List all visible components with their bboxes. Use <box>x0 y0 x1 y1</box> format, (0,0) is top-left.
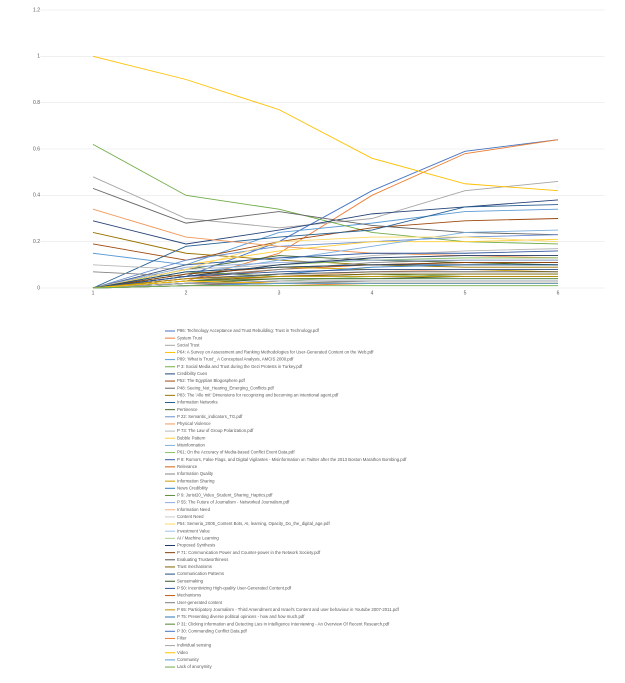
y-tick-label: 0.8 <box>33 100 40 106</box>
series-line <box>92 250 559 289</box>
legend-label: User-generated content <box>177 600 223 605</box>
x-tick-label: 5 <box>464 290 467 296</box>
legend-label: Credibility Cues <box>177 371 207 376</box>
legend-label: News Credibility <box>177 485 209 490</box>
legend-label: Lack of anonymity <box>177 664 212 669</box>
legend-label: P64: A Survey on Assessment and Ranking … <box>177 350 374 355</box>
series-line <box>92 208 559 266</box>
x-tick-label: 3 <box>278 290 281 296</box>
legend-label: Mechanisms <box>177 593 201 598</box>
legend-label: Information Need <box>177 507 211 512</box>
legend-label: P 65: Participatory Journalism - Third A… <box>177 607 400 612</box>
x-tick-label: 2 <box>185 290 188 296</box>
legend-label: Proposed Synthesis <box>177 543 215 548</box>
series-line <box>92 275 558 289</box>
legend-label: Trust mechanisms <box>177 564 212 569</box>
series-line <box>92 55 559 192</box>
series-line <box>92 143 559 245</box>
legend-label: Sensemaking <box>177 578 204 583</box>
legend-label: AI / Machine Learning <box>177 535 219 540</box>
legend-label: P 55: The Future of Journalism - Network… <box>177 500 290 505</box>
legend-label: Relevance <box>177 464 198 469</box>
y-tick-label: 0.2 <box>33 239 40 245</box>
legend-label: P 31: Clicking information and Detecting… <box>177 621 390 626</box>
legend-label: P83: The 'Alle mit' Dimensions for recog… <box>177 392 339 397</box>
legend-label: Information Networks <box>177 400 218 405</box>
legend-label: Communication Patterns <box>177 571 224 576</box>
legend-label: P 3: Social Media and Trust during the G… <box>177 364 303 369</box>
legend-label: P61: On the Accuracy of Media-based Conf… <box>177 450 295 455</box>
legend-label: Community <box>177 657 200 662</box>
legend-label: System Trust <box>177 335 203 340</box>
legend-label: P54: Semeria_2005_Content Bots, AI, lear… <box>177 521 330 526</box>
legend-label: Content Need <box>177 514 204 519</box>
legend-label: P 8: Rumors, False Flags, and Digital Vi… <box>177 457 407 462</box>
legend-label: P89: 'What is Trust'_ A Conceptual Analy… <box>177 357 294 362</box>
legend-label: Evaluating Trustworthiness <box>177 557 228 562</box>
series-line <box>92 199 559 245</box>
legend-label: P 30: Commanding Conflict Data.pdf <box>177 628 247 633</box>
legend-label: Misinformation <box>177 443 206 448</box>
x-tick-label: 1 <box>92 290 95 296</box>
series-line <box>92 218 559 261</box>
y-tick-label: 1.2 <box>33 7 40 13</box>
legend-label: Physical Violence <box>177 421 211 426</box>
series-line <box>92 204 559 289</box>
x-tick-label: 4 <box>371 290 374 296</box>
series-line <box>92 187 559 236</box>
legend-label: P 73: The Law of Group Polarization.pdf <box>177 428 254 433</box>
legend-label: Bubble Pattern <box>177 435 206 440</box>
y-tick-label: 1 <box>37 54 40 60</box>
series-line <box>92 176 559 229</box>
legend-label: P 50: Incentivizing High-quality User-Ge… <box>177 586 292 591</box>
legend-label: P48: Seeing_Not_Hearing_Emerging_Conflic… <box>177 385 275 390</box>
legend-label: Information Sharing <box>177 478 215 483</box>
y-tick-label: 0.4 <box>33 193 40 199</box>
y-tick-label: 0 <box>37 285 40 291</box>
legend-label: P 75: Presenting diverse political opini… <box>177 614 305 619</box>
y-tick-label: 0.6 <box>33 146 40 152</box>
legend-label: Social Trust <box>177 342 200 347</box>
legend-label: Information Quality <box>177 471 214 476</box>
series-line <box>92 236 559 289</box>
legend-label: P86: Technology Acceptance and Trust Reb… <box>177 328 320 333</box>
series-line <box>92 280 558 289</box>
legend-label: Investment Value <box>177 528 210 533</box>
legend-label: P 9: Jurist20_Video_Student_Sharing_Hapt… <box>177 493 273 498</box>
series-line <box>92 264 558 289</box>
series-line <box>92 285 558 289</box>
legend-label: Individual sensing <box>177 643 212 648</box>
series-line <box>92 234 559 289</box>
legend-label: Pertinence <box>177 407 198 412</box>
series-line <box>92 269 558 289</box>
legend-label: P 22: Semantic_indicators_TG.pdf <box>177 414 243 419</box>
legend-label: P 71: Communication Power and Counter-po… <box>177 550 321 555</box>
legend-label: P52: The Egyptian Blogosphere.pdf <box>177 378 246 383</box>
legend-label: Video <box>177 650 189 655</box>
x-tick-label: 6 <box>557 290 560 296</box>
legend-label: Filter <box>177 636 187 641</box>
